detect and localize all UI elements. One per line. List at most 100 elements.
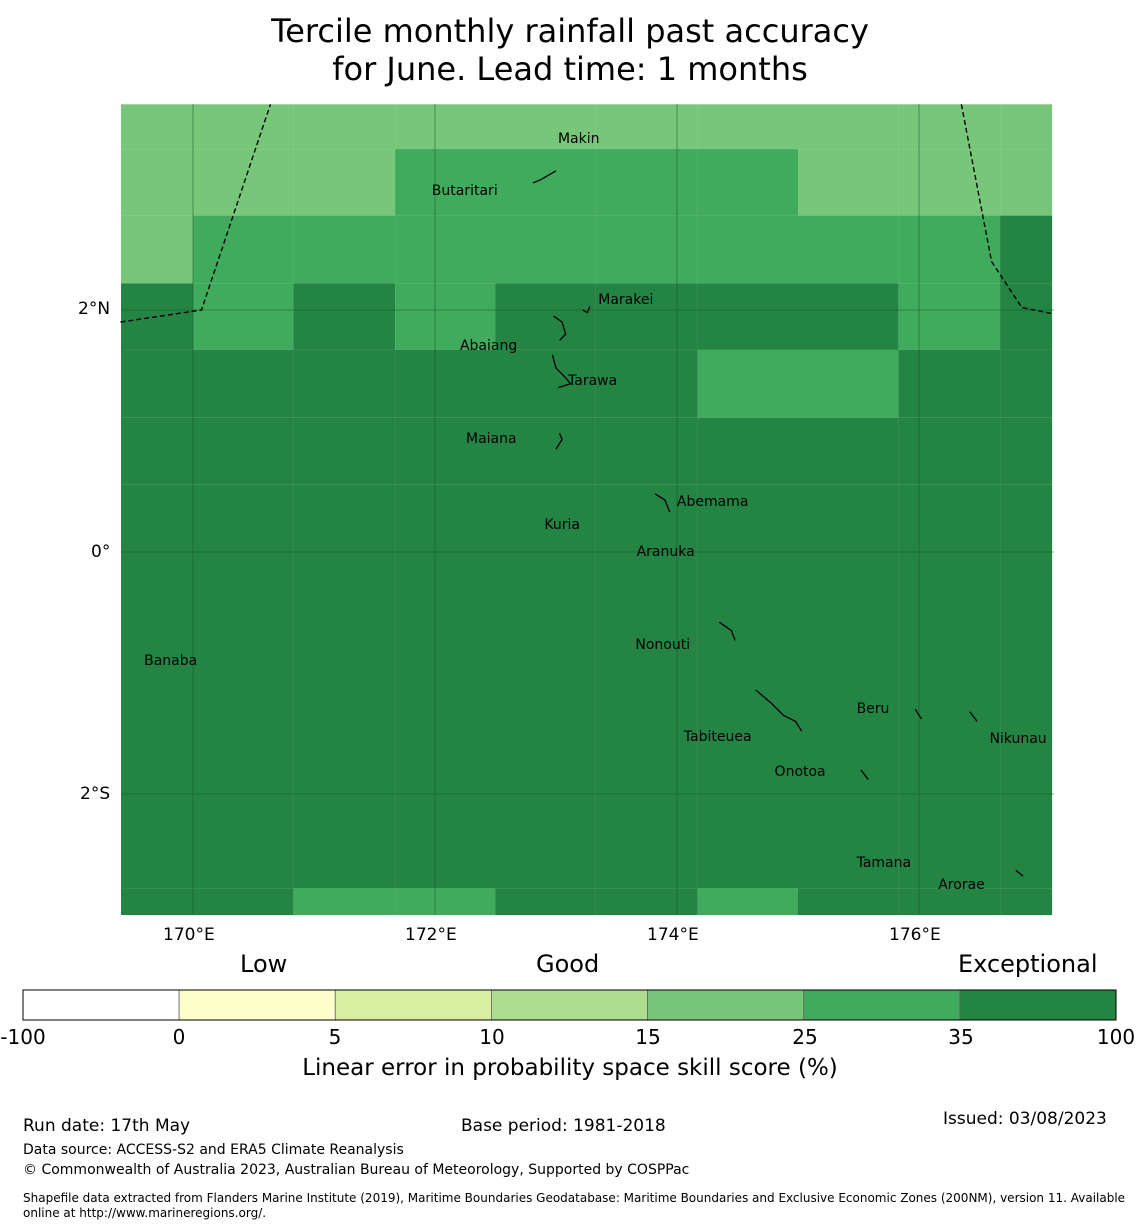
- island-outline: [914, 708, 922, 720]
- skill-cell: [798, 417, 899, 485]
- island-outline: [860, 769, 869, 780]
- colorbar-segment: [647, 989, 805, 1021]
- skill-cell: [595, 349, 698, 418]
- skill-cell: [193, 149, 294, 216]
- lon-tick-170: 170°E: [163, 925, 215, 945]
- skill-cell: [395, 417, 496, 485]
- lon-tick-172: 172°E: [405, 925, 457, 945]
- island-outline: [553, 315, 567, 341]
- data-source: Data source: ACCESS-S2 and ERA5 Climate …: [23, 1142, 404, 1158]
- skill-cell: [595, 888, 698, 915]
- lon-tick-174: 174°E: [647, 925, 699, 945]
- colorbar-segment: [959, 989, 1117, 1021]
- skill-cell: [1000, 215, 1053, 284]
- skill-cell: [121, 888, 193, 915]
- skill-cell: [697, 417, 798, 485]
- cb-tick: 10: [479, 1025, 505, 1049]
- skill-cell: [898, 349, 1001, 418]
- island-outline: [755, 689, 803, 732]
- skill-cell: [121, 283, 193, 350]
- skill-cell: [697, 149, 798, 216]
- island-outline: [532, 170, 557, 184]
- colorbar: [22, 989, 1117, 1021]
- cb-tick: 15: [635, 1025, 661, 1049]
- skill-cell: [193, 283, 294, 350]
- skill-cell: [193, 215, 294, 284]
- skill-cell: [495, 484, 596, 889]
- cb-tick: 35: [948, 1025, 974, 1049]
- skill-cell: [595, 104, 698, 150]
- skill-cell: [1000, 104, 1053, 150]
- island-outline: [654, 493, 671, 513]
- skill-cell: [898, 417, 1001, 485]
- lat-tick-0: 0°: [91, 542, 111, 562]
- copyright: © Commonwealth of Australia 2023, Austra…: [23, 1162, 690, 1178]
- skill-cell: [495, 417, 596, 485]
- skill-cell: [697, 888, 798, 915]
- cb-tick: 100: [1096, 1025, 1136, 1049]
- lat-tick-2n: 2°N: [78, 299, 111, 319]
- colorbar-segment: [22, 989, 180, 1021]
- skill-cell: [798, 888, 899, 915]
- island-label-onotoa: Onotoa: [774, 763, 826, 780]
- skill-cell: [1000, 417, 1053, 485]
- skill-cell: [898, 104, 1001, 150]
- skill-map: [120, 104, 1054, 915]
- skill-cell: [193, 104, 294, 150]
- skill-cell: [798, 349, 899, 418]
- skill-cell: [495, 215, 596, 284]
- skill-cell: [898, 215, 1001, 284]
- skill-cell: [898, 283, 1001, 350]
- cb-tick: 5: [328, 1025, 342, 1049]
- island-label-nikunau: Nikunau: [989, 730, 1047, 747]
- shapefile-credit: Shapefile data extracted from Flanders M…: [23, 1191, 1126, 1220]
- colorbar-segment: [178, 989, 336, 1021]
- run-date: Run date: 17th May: [23, 1116, 191, 1136]
- skill-cell: [121, 149, 193, 216]
- skill-cell: [193, 417, 294, 485]
- island-label-beru: Beru: [856, 700, 890, 717]
- island-label-arorae: Arorae: [938, 876, 985, 893]
- island-label-tarawa: Tarawa: [568, 372, 618, 389]
- skill-cell: [121, 104, 193, 150]
- island-label-aranuka: Aranuka: [636, 543, 695, 560]
- colorbar-outline: [22, 989, 1117, 1021]
- island-label-tabiteuea: Tabiteuea: [683, 729, 752, 746]
- island-label-makin: Makin: [557, 130, 600, 147]
- skill-cell: [697, 283, 798, 350]
- skill-cell: [395, 484, 496, 889]
- island-label-banaba: Banaba: [144, 653, 198, 670]
- issued-date: Issued: 03/08/2023: [943, 1109, 1107, 1129]
- skill-cell: [293, 215, 396, 284]
- skill-cell: [898, 888, 1001, 915]
- skill-cell: [898, 484, 1001, 889]
- skill-cell: [193, 888, 294, 915]
- skill-cell: [495, 149, 596, 216]
- skill-cell: [595, 149, 698, 216]
- skill-cell: [595, 417, 698, 485]
- skill-cell: [121, 484, 193, 889]
- island-outline: [1015, 869, 1024, 877]
- category-low: Low: [240, 950, 288, 978]
- colorbar-segment: [334, 989, 492, 1021]
- skill-cell: [595, 215, 698, 284]
- skill-cell: [293, 417, 396, 485]
- skill-cell: [293, 349, 396, 418]
- island-outline: [582, 306, 591, 314]
- eez-boundary-east: [960, 104, 1053, 315]
- skill-cell: [798, 283, 899, 350]
- island-label-abaiang: Abaiang: [459, 338, 518, 355]
- skill-cell: [395, 283, 496, 350]
- skill-cell: [1000, 888, 1053, 915]
- island-label-marakei: Marakei: [598, 292, 654, 308]
- skill-cell: [193, 484, 294, 889]
- skill-cell: [395, 149, 496, 216]
- colorbar-label: Linear error in probability space skill …: [302, 1055, 838, 1081]
- island-label-butaritari: Butaritari: [431, 182, 498, 199]
- category-good: Good: [536, 950, 600, 978]
- skill-cell: [293, 484, 396, 889]
- base-period: Base period: 1981-2018: [461, 1116, 666, 1136]
- skill-cell: [898, 149, 1001, 216]
- skill-cell: [293, 104, 396, 150]
- skill-cell: [121, 349, 193, 418]
